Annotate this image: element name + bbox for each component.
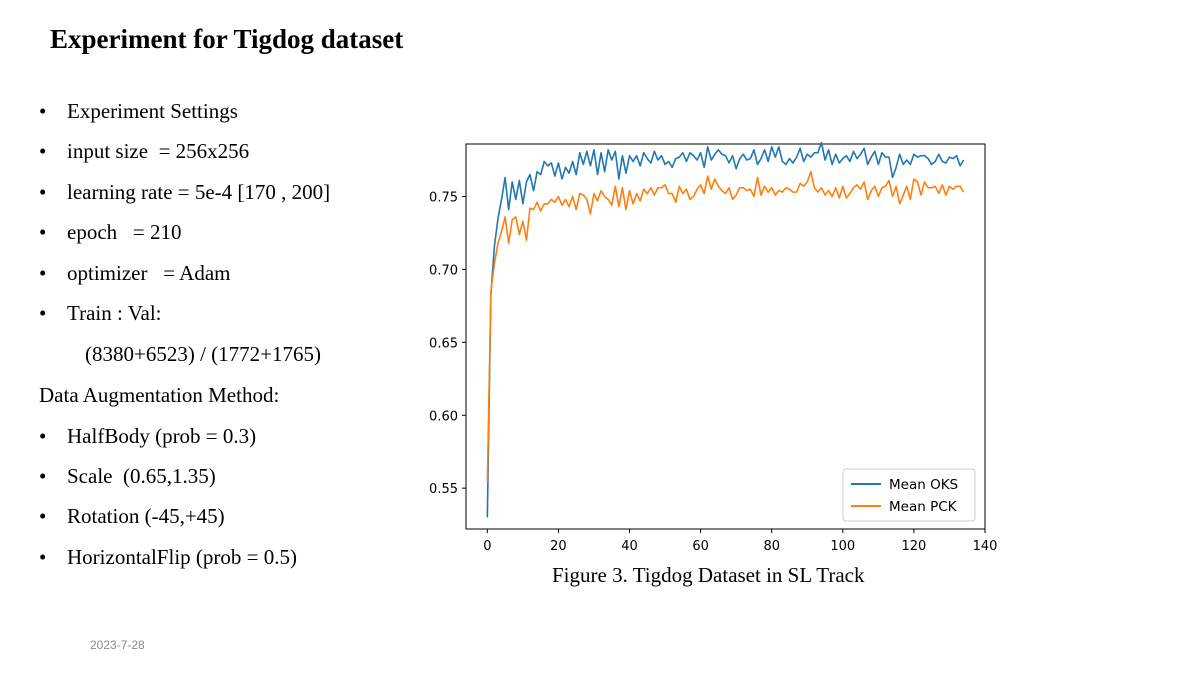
- bullet-dot: •: [39, 424, 47, 448]
- series-line-mean-oks: [486, 141, 965, 518]
- bullet-dot: •: [39, 504, 47, 528]
- legend-box: [842, 468, 976, 522]
- y-tick-label: 0.65: [429, 336, 458, 351]
- augmentation-heading: Data Augmentation Method:: [39, 378, 279, 412]
- bullet-item: • Rotation (-45,+45): [39, 499, 225, 533]
- x-tick-label: 80: [763, 539, 780, 554]
- bullet-dot: •: [39, 261, 47, 285]
- bullet-text: Rotation (-45,+45): [67, 504, 225, 528]
- slide-title: Experiment for Tigdog dataset: [50, 24, 404, 54]
- bullet-text: epoch = 210: [67, 220, 182, 244]
- bullet-dot: •: [39, 220, 47, 244]
- bullet-dot: •: [39, 99, 47, 123]
- bullet-text: Experiment Settings: [67, 99, 238, 123]
- bullet-dot: •: [39, 139, 47, 163]
- line-chart-svg: 0 20 40 60 80 100 120 140 0.55 0.60 0.65 0.70 0.75 Me…: [429, 141, 998, 554]
- x-tick-label: 60: [692, 539, 709, 554]
- bullet-dot: •: [39, 545, 47, 569]
- augmentation-heading-text: Data Augmentation Method:: [39, 383, 280, 407]
- bullet-text: HalfBody (prob = 0.3): [67, 424, 257, 448]
- split-detail-line: (8380+6523) / (1772+1765): [39, 337, 321, 371]
- bullet-item: • HorizontalFlip (prob = 0.5): [39, 540, 297, 574]
- line-chart: 0 20 40 60 80 100 120 140 0.55 0.60 0.65 0.70 0.75 Me…: [410, 130, 1010, 570]
- x-tick-label: 0: [483, 539, 491, 554]
- x-tick-label: 140: [973, 539, 998, 554]
- legend-label: Mean PCK: [889, 499, 958, 515]
- bullet-item: • Scale (0.65,1.35): [39, 459, 216, 493]
- split-detail-text: (8380+6523) / (1772+1765): [85, 342, 321, 366]
- bullet-item: • learning rate = 5e-4 [170 , 200]: [39, 175, 330, 209]
- x-tick-label: 20: [550, 539, 567, 554]
- y-tick-label: 0.75: [429, 191, 458, 206]
- bullet-dot: •: [39, 464, 47, 488]
- bullet-text: optimizer = Adam: [67, 261, 231, 285]
- bullet-item: • input size = 256x256: [39, 134, 249, 168]
- bullet-item: • optimizer = Adam: [39, 256, 230, 290]
- bullet-dot: •: [39, 301, 47, 325]
- series-line-mean-pck: [486, 170, 965, 483]
- bullet-item: • epoch = 210: [39, 215, 182, 249]
- plot-frame: [465, 143, 986, 530]
- x-tick-label: 120: [901, 539, 926, 554]
- bullet-text: learning rate = 5e-4 [170 , 200]: [67, 180, 331, 204]
- bullet-text: Scale (0.65,1.35): [67, 464, 216, 488]
- bullet-item: • Train : Val:: [39, 296, 162, 330]
- bullet-text: Train : Val:: [67, 301, 162, 325]
- bullet-item: • Experiment Settings: [39, 94, 238, 128]
- legend-label: Mean OKS: [889, 477, 958, 493]
- slide-date: 2023-7-28: [90, 638, 145, 652]
- y-tick-label: 0.60: [429, 409, 458, 424]
- figure-caption: Figure 3. Tigdog Dataset in SL Track: [552, 563, 865, 587]
- x-tick-label: 40: [621, 539, 638, 554]
- x-tick-label: 100: [830, 539, 855, 554]
- y-tick-label: 0.55: [429, 482, 458, 497]
- bullet-dot: •: [39, 180, 47, 204]
- bullet-text: HorizontalFlip (prob = 0.5): [67, 545, 297, 569]
- bullet-text: input size = 256x256: [67, 139, 250, 163]
- bullet-item: • HalfBody (prob = 0.3): [39, 419, 256, 453]
- y-tick-label: 0.70: [429, 263, 458, 278]
